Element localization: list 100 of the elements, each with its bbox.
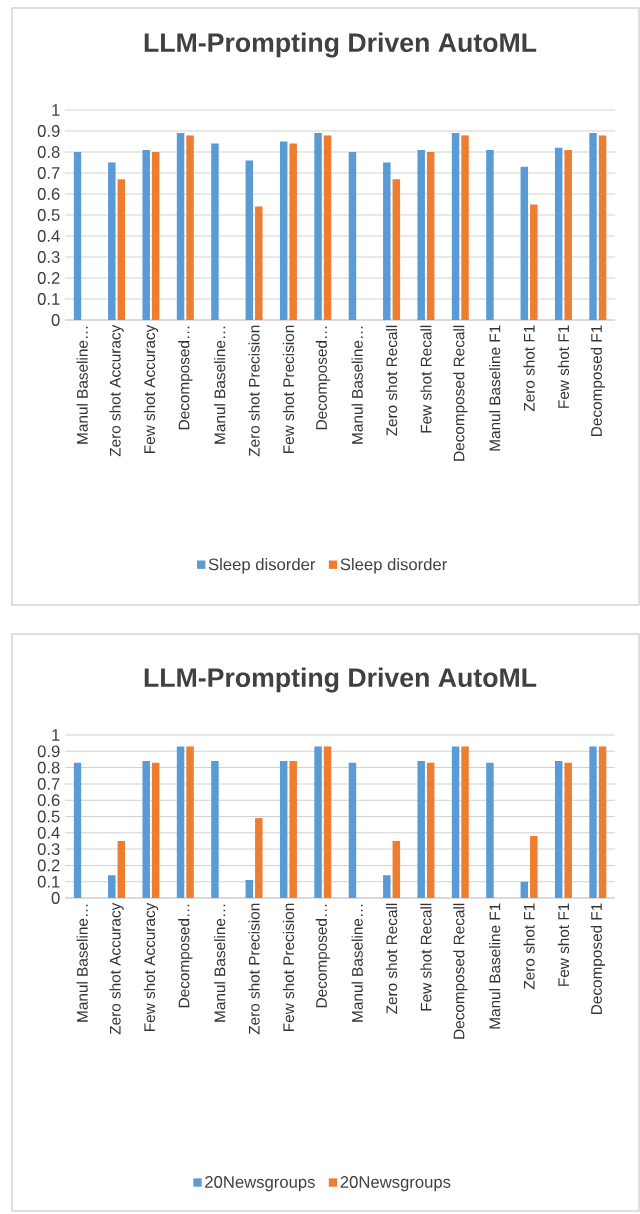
y-tick-label: 0.7 — [37, 167, 60, 179]
bar — [323, 135, 332, 320]
bar — [73, 152, 82, 320]
x-tick-label: Zero shot F1 — [523, 325, 535, 412]
x-tick-label: Zero shot Precision — [248, 325, 260, 457]
bar — [323, 746, 332, 898]
x-tick-label: Decomposed Recall — [453, 325, 468, 461]
bar — [176, 133, 185, 320]
bar — [108, 875, 116, 898]
x-tick-label: Zero shot F1 — [523, 903, 535, 990]
y-tick-label: 0.1 — [37, 293, 60, 305]
bar — [211, 761, 219, 898]
bar — [279, 761, 288, 898]
x-tick-label: Zero shot Accuracy — [109, 324, 124, 457]
x-tick-label: Decomposed Recall — [453, 903, 468, 1039]
x-tick-label: Zero shot Recall — [385, 325, 398, 436]
bar — [417, 761, 425, 898]
bar — [598, 746, 607, 898]
bar — [314, 133, 322, 320]
bar — [348, 152, 357, 320]
x-tick-label: Manul Baseline… — [214, 326, 226, 444]
y-tick-label: 0.4 — [37, 230, 60, 242]
y-tick-label: 0.8 — [37, 761, 60, 774]
x-tick-label: Manul Baseline… — [351, 326, 363, 444]
bar — [520, 881, 529, 898]
bar — [486, 762, 494, 898]
x-tick-label: Manul Baseline… — [351, 904, 363, 1022]
y-tick-label: 0.8 — [37, 146, 60, 158]
x-tick-label: Few shot Recall — [420, 903, 432, 1011]
bar — [486, 149, 494, 320]
y-tick-label: 0.2 — [37, 272, 60, 284]
x-tick-label: Manul Baseline F1 — [489, 325, 501, 451]
bar — [289, 143, 297, 320]
bar — [392, 179, 401, 320]
x-tick-label: Zero shot Precision — [248, 903, 260, 1035]
bar — [564, 762, 572, 898]
y-tick-label: 0.9 — [37, 745, 60, 758]
bar — [211, 143, 219, 320]
bar — [108, 162, 116, 320]
bar — [186, 746, 194, 898]
bar — [589, 133, 597, 320]
x-tick-label: Few shot Precision — [282, 325, 295, 453]
bar — [142, 761, 150, 898]
y-tick-label: 1 — [52, 104, 60, 116]
bar — [392, 840, 401, 898]
bar — [255, 818, 263, 898]
bar — [417, 149, 425, 320]
x-tick-label: Decomposed… — [315, 326, 330, 430]
bar — [117, 179, 126, 320]
bar — [314, 746, 322, 898]
legend-label: 20Newsgroups — [205, 1176, 315, 1192]
y-tick-label: 0.3 — [37, 251, 60, 263]
x-tick-label: Manul Baseline… — [214, 904, 226, 1022]
bar — [426, 762, 435, 898]
x-tick-label: Manul Baseline… — [76, 326, 88, 444]
bar — [151, 152, 160, 320]
chart-title: LLM-Prompting Driven AutoML — [144, 667, 537, 693]
bar — [530, 836, 538, 898]
x-tick-label: Decomposed F1 — [590, 325, 605, 436]
bar — [598, 135, 607, 320]
bar — [245, 160, 254, 320]
legend-label: 20Newsgroups — [340, 1176, 451, 1192]
bar — [255, 206, 263, 320]
x-tick-label: Few shot F1 — [557, 325, 570, 408]
y-tick-label: 0.4 — [37, 826, 60, 839]
bar — [245, 880, 254, 898]
y-tick-label: 0.6 — [37, 188, 60, 200]
x-tick-label: Few shot Recall — [420, 325, 432, 433]
bar — [451, 746, 460, 898]
bar — [383, 162, 391, 320]
x-tick-label: Decomposed… — [178, 326, 193, 430]
bar — [151, 762, 160, 898]
x-tick-label: Decomposed F1 — [590, 903, 605, 1014]
bar — [530, 204, 538, 320]
bar — [383, 875, 391, 898]
bar — [176, 746, 185, 898]
y-tick-label: 0.5 — [37, 209, 60, 221]
x-tick-label: Few shot Accuracy — [143, 324, 159, 453]
y-tick-label: 0.5 — [37, 810, 60, 823]
legend-label: Sleep disorder — [208, 558, 316, 574]
bar — [186, 135, 194, 320]
bar — [73, 762, 82, 898]
bar — [554, 147, 563, 320]
x-tick-label: Zero shot Accuracy — [109, 902, 124, 1035]
bar — [461, 135, 469, 320]
bar — [289, 761, 297, 898]
x-tick-label: Zero shot Recall — [385, 903, 398, 1014]
bar — [461, 746, 469, 898]
bar — [520, 166, 529, 320]
x-tick-label: Few shot F1 — [557, 903, 570, 986]
bar — [348, 762, 357, 898]
bar — [279, 141, 288, 320]
bar — [117, 840, 126, 898]
bar — [589, 746, 597, 898]
x-tick-label: Few shot Precision — [282, 903, 295, 1031]
x-tick-label: Few shot Accuracy — [143, 902, 159, 1031]
y-tick-label: 0.6 — [37, 794, 60, 807]
bar — [426, 152, 435, 320]
y-tick-label: 0.2 — [37, 859, 60, 872]
y-tick-label: 0.9 — [37, 125, 60, 137]
